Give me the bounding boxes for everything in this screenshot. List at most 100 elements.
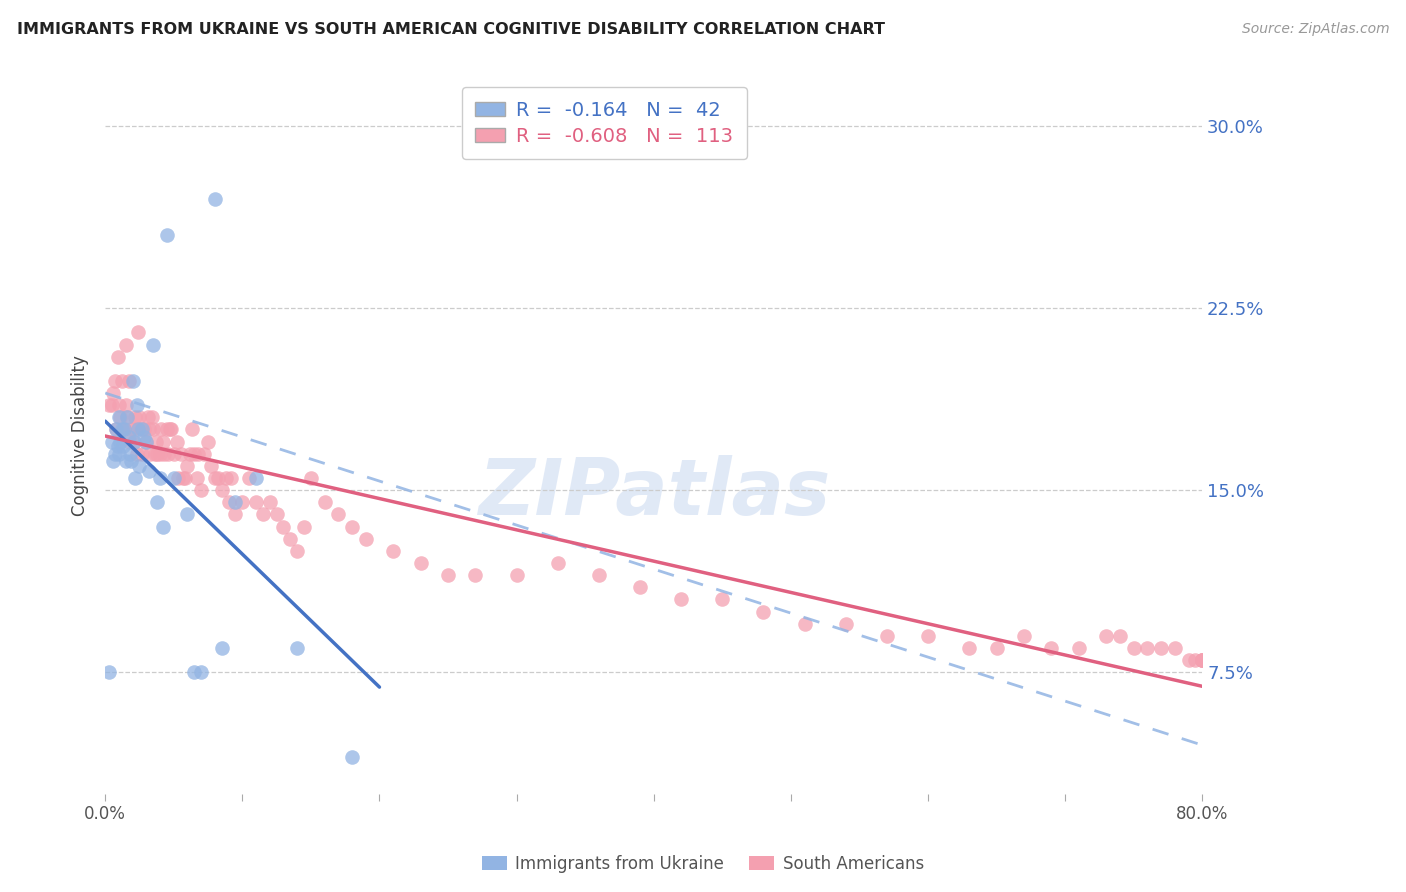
Point [207,471,229,485]
Point [183,665,205,680]
Point [141,410,163,425]
Point [115,410,138,425]
Point [1164,640,1187,655]
Point [204,471,226,485]
Point [292,519,315,533]
Point [314,495,336,509]
Point [204,192,226,206]
Point [112,440,135,454]
Point [231,495,253,509]
Point [128,410,150,425]
Point [117,374,139,388]
Point [163,447,186,461]
Legend: Immigrants from Ukraine, South Americans: Immigrants from Ukraine, South Americans [475,848,931,880]
Point [218,495,240,509]
Point [221,471,243,485]
Point [114,398,136,412]
Point [139,447,162,461]
Point [146,495,169,509]
Point [793,616,815,631]
Point [114,454,136,468]
Point [135,434,157,449]
Point [176,458,198,473]
Point [215,471,238,485]
Point [108,398,131,412]
Point [186,471,208,485]
Point [120,422,142,436]
Point [127,326,149,340]
Point [1095,629,1118,643]
Point [238,471,260,485]
Point [135,434,157,449]
Point [105,422,128,436]
Point [273,519,295,533]
Point [197,434,219,449]
Point [107,350,129,364]
Point [103,386,125,401]
Point [107,440,129,454]
Point [1177,653,1199,667]
Point [121,374,143,388]
Point [128,458,150,473]
Point [278,532,301,546]
Point [409,556,432,570]
Point [129,422,152,436]
Point [117,430,139,444]
Point [1109,629,1132,643]
Point [132,422,155,436]
Point [103,454,125,468]
Point [156,228,179,243]
Point [172,471,194,485]
Point [145,434,167,449]
Point [169,447,191,461]
Point [285,640,308,655]
Point [163,471,186,485]
Point [382,544,405,558]
Point [1122,640,1144,655]
Point [1040,640,1063,655]
Point [193,447,215,461]
Point [547,556,569,570]
Point [122,434,145,449]
Point [101,398,124,412]
Point [328,508,350,522]
Point [150,422,173,436]
Point [211,640,233,655]
Point [340,519,363,533]
Point [112,422,135,436]
Point [153,447,176,461]
Point [98,665,121,680]
Point [132,430,155,444]
Point [122,434,145,449]
Point [131,447,153,461]
Point [190,483,212,498]
Point [179,447,201,461]
Point [146,447,169,461]
Point [112,422,135,436]
Point [118,434,141,449]
Point [105,422,128,436]
Point [1150,640,1173,655]
Point [142,337,165,351]
Point [628,580,651,594]
Point [152,434,174,449]
Point [138,422,160,436]
Point [266,508,288,522]
Point [125,398,148,412]
Y-axis label: Cognitive Disability: Cognitive Disability [72,355,89,516]
Point [183,447,205,461]
Point [167,471,190,485]
Point [464,568,486,582]
Point [1012,629,1035,643]
Point [114,337,136,351]
Point [505,568,527,582]
Point [125,447,148,461]
Point [190,665,212,680]
Point [752,605,775,619]
Point [1191,653,1213,667]
Point [156,422,179,436]
Point [1191,653,1213,667]
Point [111,374,134,388]
Point [354,532,377,546]
Point [588,568,610,582]
